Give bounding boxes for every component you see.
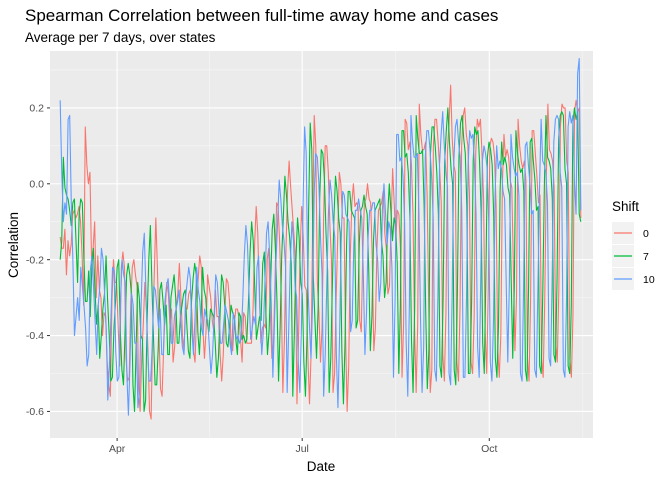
x-tick-label: Oct [481, 443, 497, 455]
y-tick-label: 0.2 [29, 103, 44, 115]
plot-panel [50, 51, 593, 438]
y-tick-label: -0.6 [26, 406, 44, 418]
legend-label: 0 [643, 228, 649, 240]
legend: Shift 0 7 10 [612, 199, 655, 290]
chart-subtitle: Average per 7 days, over states [25, 30, 216, 45]
legend-title: Shift [612, 199, 639, 214]
chart-title: Spearman Correlation between full-time a… [25, 6, 498, 25]
x-axis: Apr Jul Oct [109, 438, 498, 455]
y-axis: 0.2 0.0 -0.2 -0.4 -0.6 [26, 103, 50, 418]
grid-minor [50, 51, 593, 438]
series-lines [59, 58, 582, 420]
x-tick-label: Apr [109, 443, 126, 455]
y-tick-label: 0.0 [29, 178, 44, 190]
y-tick-label: -0.2 [26, 254, 44, 266]
y-tick-label: -0.4 [26, 330, 44, 342]
series-line-10 [59, 58, 582, 416]
x-tick-label: Jul [295, 443, 308, 455]
x-axis-label: Date [307, 459, 336, 474]
legend-label: 10 [643, 274, 655, 286]
legend-label: 7 [643, 251, 649, 263]
y-axis-label: Correlation [6, 212, 21, 278]
